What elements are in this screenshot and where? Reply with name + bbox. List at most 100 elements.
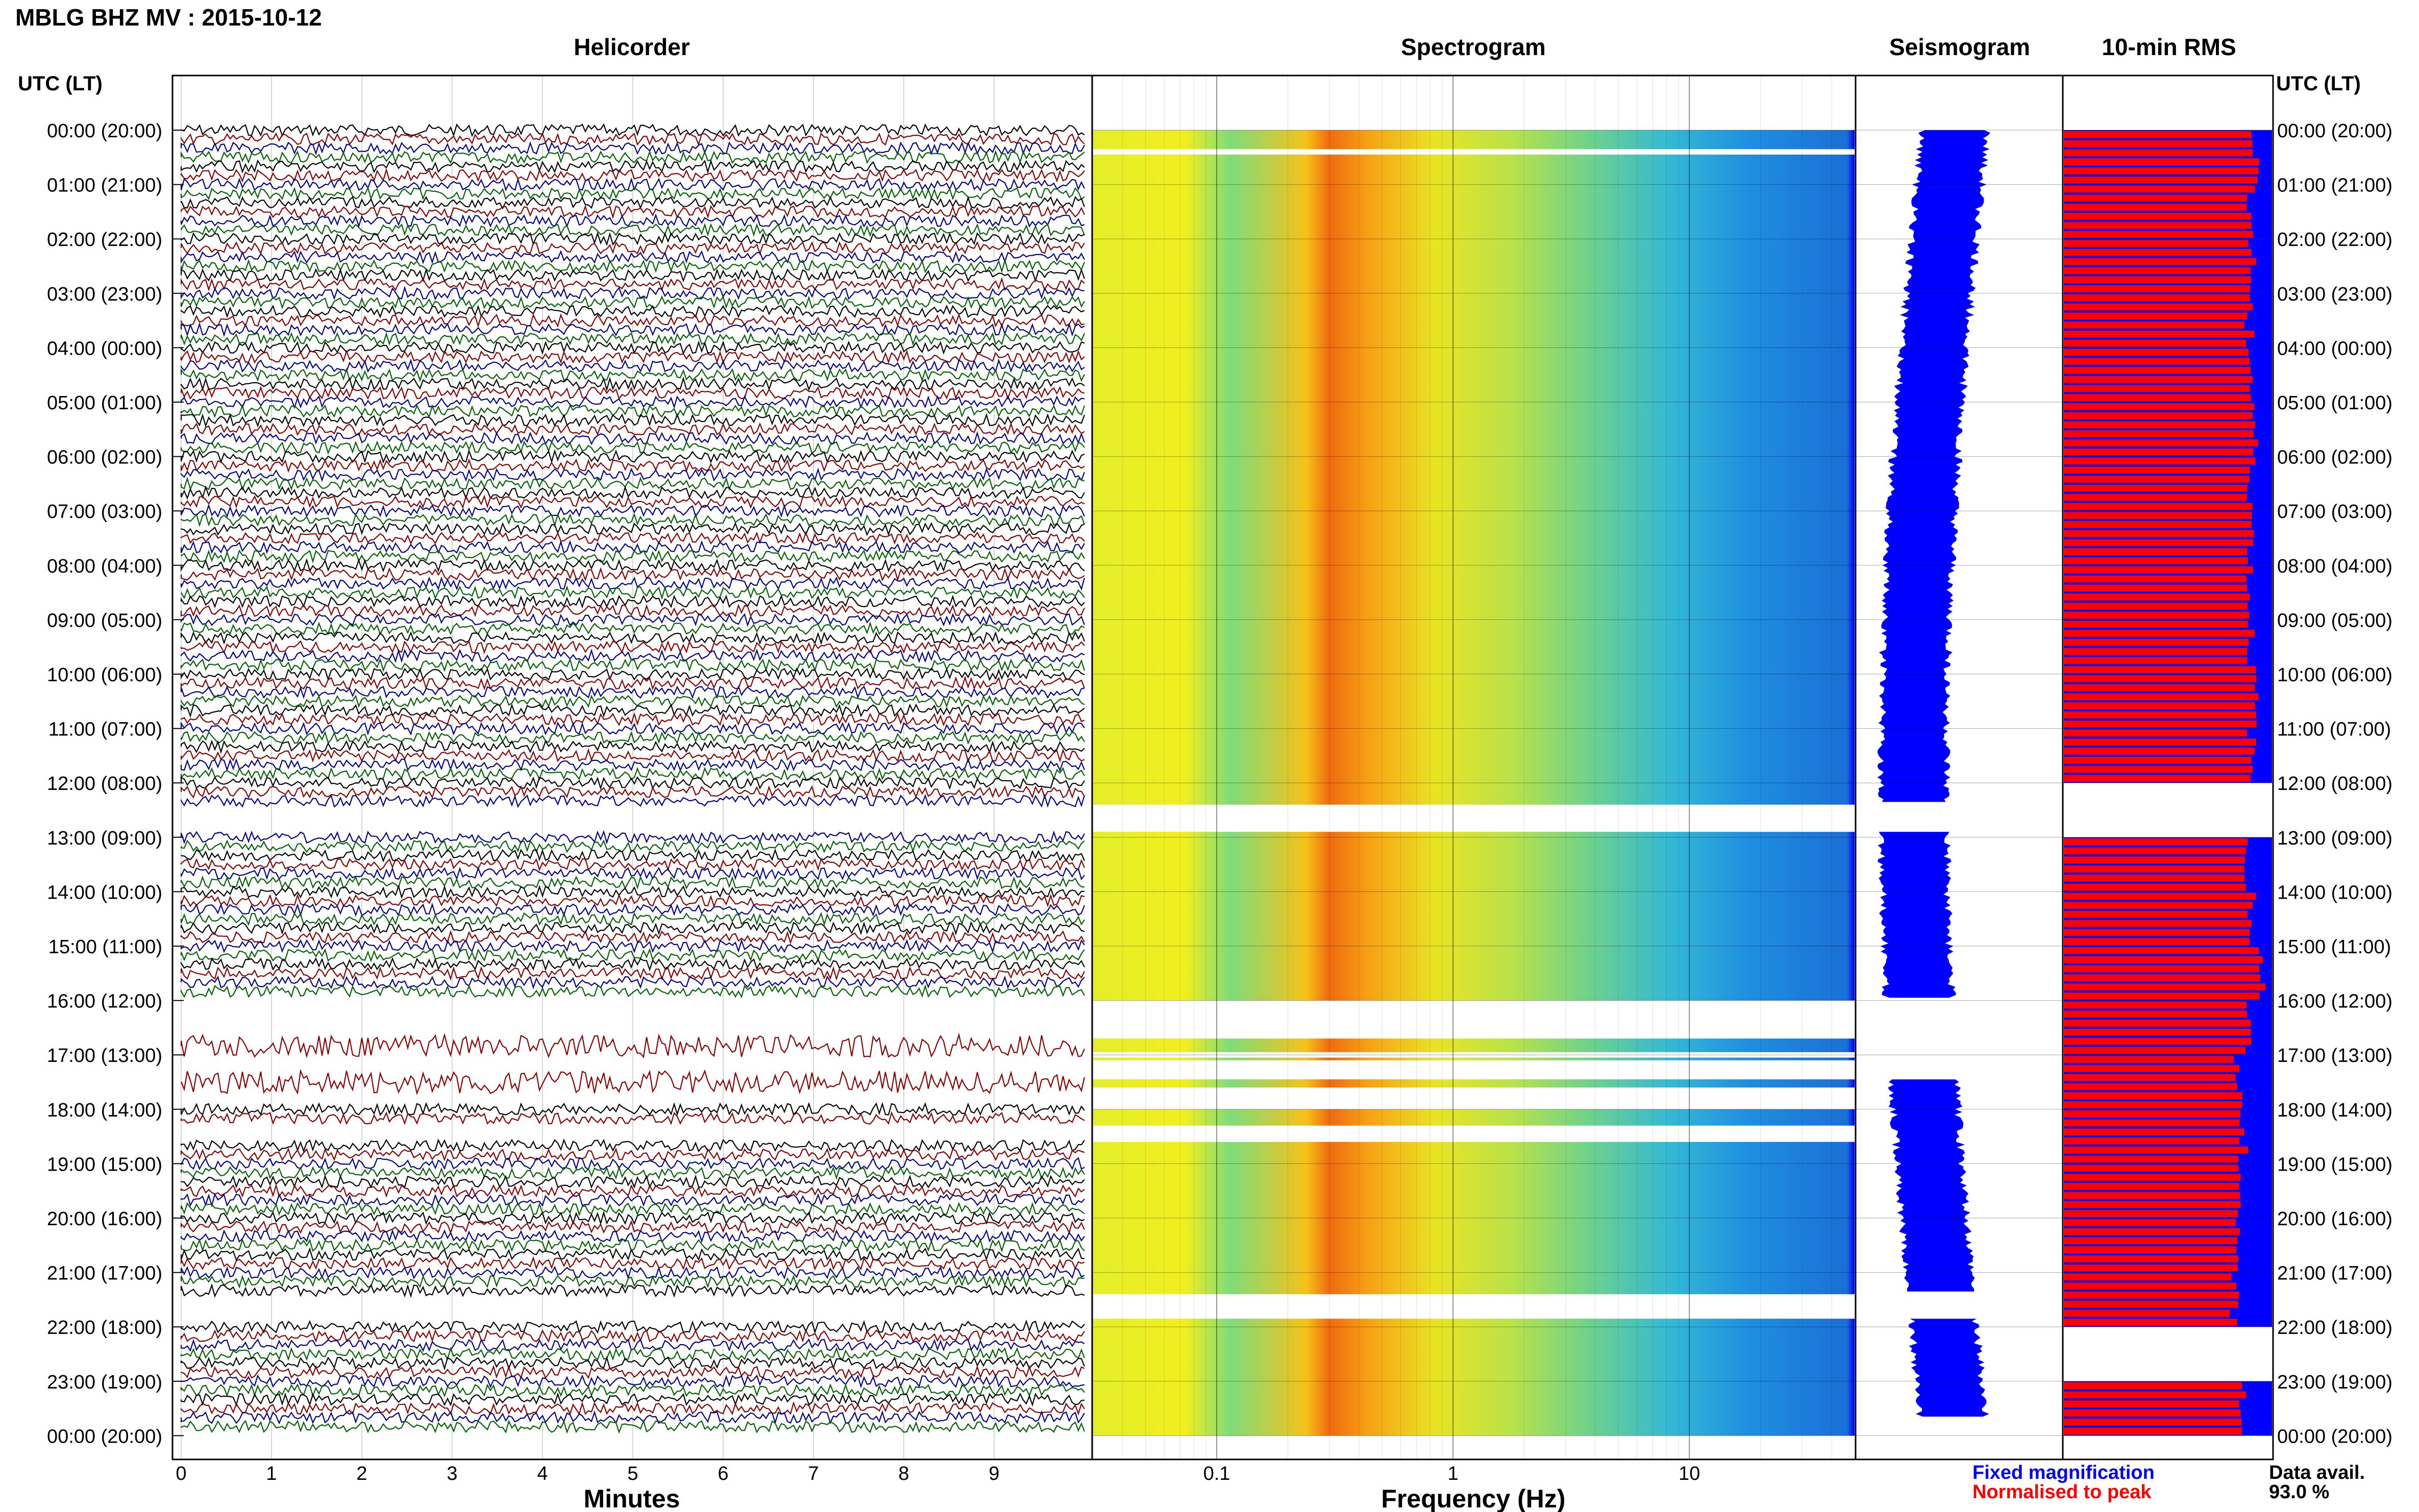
helicorder-trace-line [180,1355,1085,1371]
helicorder-trace-line [180,884,1085,899]
helicorder-trace-line [180,167,1085,183]
rms-normalised-bar [2064,330,2255,338]
helicorder-trace-line [180,376,1085,392]
rms-normalised-bar [2064,221,2252,229]
time-label-left: 12:00 (08:00) [47,773,162,795]
rms-normalised-bar [2064,1309,2230,1317]
rms-normalised-bar [2064,630,2255,637]
helicorder-trace-line [180,494,1085,509]
rms-normalised-bar [2064,865,2244,873]
rms-fixed-bar [2064,565,2272,620]
helicorder-trace-line [180,921,1085,935]
rms-fixed-bar [2064,891,2272,946]
rms-normalised-bar [2064,593,2250,601]
helicorder-trace-line [180,123,1085,137]
spectrogram-heatmap [1093,130,1855,1436]
time-label-right: 23:00 (19:00) [2277,1372,2392,1393]
helicorder-trace-line [180,957,1085,972]
spectrogram-gap [1093,1000,1855,1039]
helicorder-trace-line [180,358,1085,373]
spectrogram-xlabel: Frequency (Hz) [1381,1484,1565,1512]
helicorder-trace-line [180,385,1085,401]
rms-normalised-bar [2064,675,2257,682]
rms-fixed-bar [2064,130,2272,185]
helicorder-trace-line [180,531,1085,545]
rms-normalised-bar [2064,902,2253,909]
rms-normalised-bar [2064,1083,2237,1090]
seismogram-title: Seismogram [1889,34,2030,60]
rms-normalised-bar [2064,965,2260,973]
time-label-right: 10:00 (06:00) [2277,664,2392,686]
rms-normalised-bar [2064,1164,2239,1172]
helicorder-trace-line [180,975,1085,989]
spectrogram-gap [1093,1052,1855,1058]
rms-normalised-bar [2064,666,2256,673]
helicorder-trace-line [180,1383,1085,1398]
helicorder-trace-line [180,186,1085,201]
rms-normalised-bar [2064,938,2250,945]
time-label-right: 00:00 (20:00) [2277,1426,2392,1447]
rms-normalised-bar [2064,303,2253,311]
rms-normalised-bar [2064,176,2258,184]
rms-normalised-bar [2064,1382,2242,1390]
rms-frame [2062,75,2274,1460]
rms-normalised-bar [2064,621,2248,628]
rms-normalised-bar [2064,412,2253,419]
rms-normalised-bar [2064,638,2249,646]
rms-normalised-bar [2064,149,2253,157]
helicorder-title: Helicorder [574,34,690,60]
helicorder-trace-line [180,1247,1085,1261]
helicorder-trace-line [180,431,1085,445]
helicorder-trace-line [180,621,1085,636]
time-label-left: 17:00 (13:00) [47,1045,162,1067]
helicorder-x-axis: 0 1 2 3 4 5 6 7 8 9 [176,76,1000,1484]
time-label-left: 00:00 (20:00) [47,120,162,142]
rms-normalised-bar [2064,1137,2239,1145]
time-label-left: 08:00 (04:00) [47,556,162,577]
helicorder-trace-line [180,404,1085,418]
time-label-left: 02:00 (22:00) [47,229,162,251]
rms-normalised-bar [2064,1228,2240,1235]
rms-normalised-bar [2064,276,2252,284]
helicorder-trace-line [180,1183,1085,1198]
rms-normalised-bar [2064,566,2253,574]
time-label-right: 15:00 (11:00) [2277,936,2391,958]
rms-normalised-bar [2064,430,2254,438]
time-label-left: 06:00 (02:00) [47,447,162,468]
helicorder-trace-line [180,604,1085,617]
helicorder-trace-line [180,313,1085,328]
rms-normalised-bar [2064,212,2251,220]
spectrogram-title: Spectrogram [1401,34,1546,60]
helicorder-trace-line [180,721,1085,736]
rms-normalised-bar [2064,321,2244,329]
helicorder-trace-line [180,258,1085,274]
time-label-right: 18:00 (14:00) [2277,1100,2392,1121]
rms-fixed-bar [2064,946,2272,1001]
rms-normalised-bar [2064,874,2245,882]
helicorder-trace-line [180,1147,1085,1162]
helicorder-trace-line [180,748,1085,763]
helicorder-trace-line [180,1220,1085,1234]
rms-normalised-bar [2064,503,2253,510]
helicorder-trace-line [180,594,1085,609]
spectrogram-gap [1093,1087,1855,1109]
time-label-right: 08:00 (04:00) [2277,556,2392,577]
rms-normalised-bar [2064,1092,2242,1100]
helicorder-trace-line [180,222,1085,237]
utc-lt-left-label: UTC (LT) [18,72,103,95]
time-label-left: 20:00 (16:00) [47,1208,162,1230]
rms-fixed-bar [2064,1055,2272,1109]
rms-normalised-bar [2064,1056,2234,1063]
helicorder-trace-line [180,858,1085,872]
time-label-left: 04:00 (00:00) [47,338,162,359]
rms-normalised-bar [2064,294,2250,302]
rms-normalised-bar [2064,910,2248,918]
helicorder-trace-line [180,349,1085,364]
rms-normalised-bar [2064,557,2248,564]
rms-fixed-bar [2064,456,2272,511]
frequency-tick-label: 10 [1679,1463,1700,1484]
helicorder-trace-line [180,1165,1085,1180]
helicorder-trace-line [180,1069,1085,1096]
time-label-left: 11:00 (07:00) [48,719,162,740]
